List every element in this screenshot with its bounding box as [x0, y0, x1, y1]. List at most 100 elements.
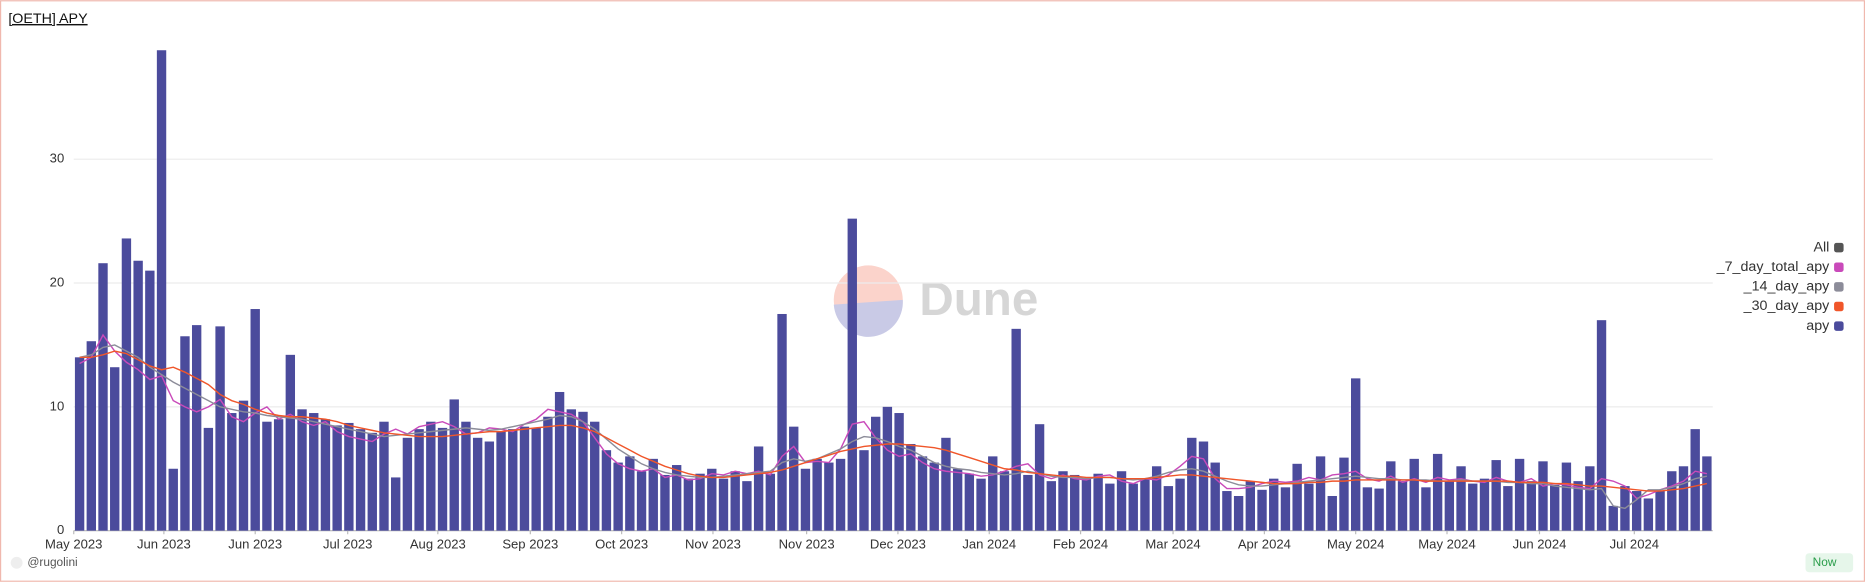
bar [1315, 456, 1326, 531]
bar [1304, 483, 1314, 531]
bar [1702, 456, 1712, 531]
bar [1093, 473, 1103, 531]
bar [601, 450, 612, 531]
x-tick-label: Jun 2024 [1513, 536, 1567, 551]
bar [824, 462, 834, 531]
bar [285, 354, 296, 531]
bar [519, 426, 530, 531]
bar [262, 421, 272, 531]
bar [297, 409, 307, 531]
bar [941, 437, 951, 531]
x-tick-label: May 2024 [1418, 536, 1475, 551]
bar [1667, 471, 1677, 531]
legend-swatch [1834, 301, 1844, 312]
bar [1479, 478, 1490, 531]
bar [227, 413, 237, 531]
bar [1023, 474, 1033, 531]
bar [859, 450, 869, 531]
bar [1538, 461, 1548, 531]
bar [484, 441, 495, 531]
bar [1339, 457, 1349, 531]
bar [1608, 505, 1618, 531]
chart-title[interactable]: [OETH] APY [8, 11, 88, 27]
bar [121, 238, 132, 531]
bar [671, 465, 682, 531]
bar [590, 421, 600, 531]
bar [1046, 481, 1056, 531]
bar [1421, 487, 1431, 531]
bar [86, 341, 96, 531]
bar [777, 313, 787, 531]
bar [145, 270, 155, 531]
bar [1140, 478, 1150, 531]
bar [320, 419, 331, 531]
x-tick-label: Nov 2023 [685, 536, 741, 551]
bar [508, 429, 518, 531]
bar [1198, 441, 1209, 531]
bar [355, 429, 366, 531]
author[interactable]: @rugolini [27, 555, 77, 569]
x-tick-label: Jul 2023 [323, 536, 372, 551]
x-tick-label: Sep 2023 [502, 536, 558, 551]
bar [1269, 478, 1279, 531]
bar [999, 471, 1010, 531]
bar [1514, 458, 1525, 531]
watermark-text: Dune [919, 273, 1038, 326]
x-tick-label: Mar 2024 [1145, 536, 1200, 551]
bar [1163, 486, 1174, 531]
x-tick-label: Jun 2023 [137, 536, 191, 551]
bar [707, 468, 717, 531]
bar [613, 462, 623, 531]
bar [1151, 466, 1162, 531]
bar [636, 471, 647, 531]
bar [1596, 320, 1607, 531]
bar [789, 426, 799, 531]
bar [1655, 491, 1665, 531]
bar [156, 50, 167, 531]
bar [871, 416, 881, 531]
bar [1456, 466, 1466, 531]
bar [426, 421, 436, 531]
bar [543, 416, 553, 531]
bar [1116, 471, 1127, 531]
bar [1374, 488, 1384, 531]
bar [1631, 491, 1642, 531]
bar [695, 473, 705, 531]
legend-swatch [1834, 321, 1844, 331]
bar [800, 468, 811, 531]
bar [566, 409, 576, 531]
line-series [79, 350, 1708, 492]
legend-swatch [1834, 282, 1844, 292]
bar [1491, 460, 1501, 531]
status-text: Now [1813, 555, 1837, 569]
bar [1386, 461, 1396, 531]
x-tick-label: Feb 2024 [1053, 536, 1108, 551]
bar [1128, 483, 1138, 531]
bar [554, 391, 565, 531]
bar [191, 325, 202, 531]
bar [753, 446, 764, 531]
bar [180, 336, 190, 531]
bar [742, 481, 752, 531]
bar [730, 471, 740, 531]
bar [578, 411, 588, 531]
legend-label: _30_day_apy [1743, 298, 1831, 314]
plot-area [73, 50, 1713, 532]
x-tick-label: Jun 2023 [228, 536, 282, 551]
bar [344, 422, 354, 531]
bar [917, 456, 928, 531]
bar [1643, 498, 1654, 531]
legend-swatch [1834, 242, 1844, 253]
bar [1034, 424, 1045, 531]
bar [1257, 489, 1267, 531]
bar [1362, 487, 1373, 531]
bar [414, 429, 424, 531]
line-series [79, 333, 1708, 500]
bar [203, 427, 214, 531]
bar [1503, 486, 1513, 531]
status-badge [1805, 553, 1854, 573]
bar [835, 458, 846, 531]
legend-label: _7_day_total_apy [1716, 259, 1831, 275]
bar [1678, 466, 1689, 531]
